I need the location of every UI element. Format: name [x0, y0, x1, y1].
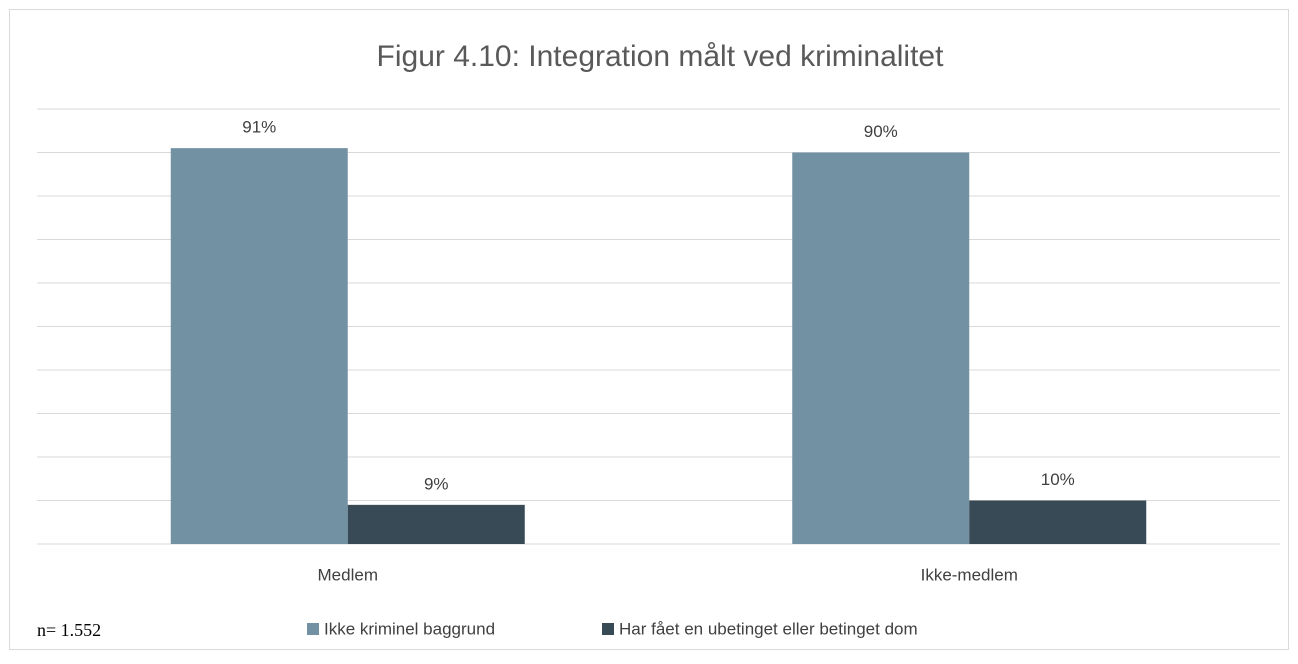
data-label: 10% — [1041, 470, 1075, 489]
legend-swatch — [307, 623, 319, 635]
data-label: 9% — [424, 474, 449, 493]
legend-label: Har fået en ubetinget eller betinget dom — [619, 619, 918, 638]
bar — [969, 500, 1147, 544]
legend-label: Ikke kriminel baggrund — [324, 619, 495, 638]
chart-title: Figur 4.10: Integration målt ved krimina… — [377, 40, 945, 73]
bar — [792, 152, 970, 544]
x-tick-label: Medlem — [318, 565, 378, 584]
legend-swatch — [602, 623, 614, 635]
data-label: 90% — [864, 122, 898, 141]
x-tick-label: Ikke-medlem — [921, 565, 1018, 584]
annotation: n= 1.552 — [37, 620, 101, 640]
bar — [347, 504, 525, 544]
data-label: 91% — [242, 118, 276, 137]
bar — [170, 148, 348, 544]
